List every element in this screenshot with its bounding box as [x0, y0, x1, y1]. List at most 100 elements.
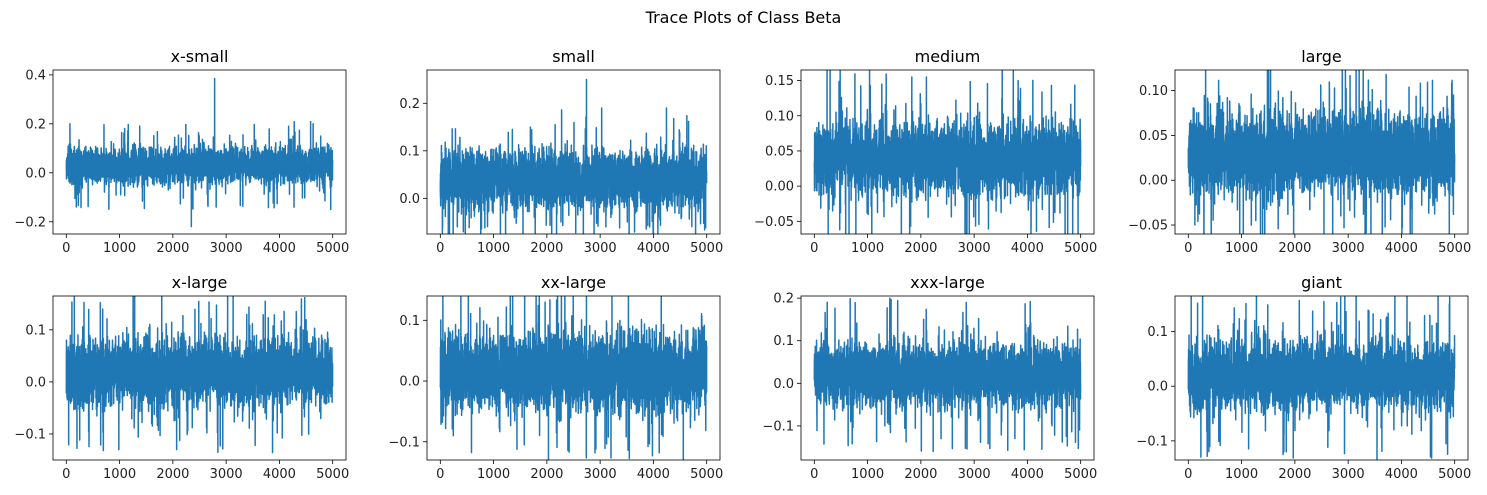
x-tick-label: 4000 — [263, 467, 296, 482]
y-tick-label: 0.10 — [1139, 84, 1168, 99]
subplot-xxx-large: xxx-large 0 1000 2000 3000 4000 5000 −0.1 0.0 0.1… — [762, 273, 1097, 482]
subplot-title: x-small — [171, 47, 229, 66]
x-tick-label: 5000 — [1064, 241, 1097, 256]
subplot-small: small 0 1000 2000 3000 4000 5000 0.0 0.1 0.2 — [399, 47, 723, 256]
x-tick-label: 1000 — [477, 467, 510, 482]
trace-line — [439, 78, 708, 234]
x-tick-label: 5000 — [316, 241, 349, 256]
trace-line — [439, 296, 708, 460]
x-tick-label: 1000 — [851, 467, 884, 482]
y-tick-label: 0.15 — [765, 74, 794, 89]
x-tick-label: 5000 — [690, 241, 723, 256]
subplot-title: xx-large — [541, 273, 606, 292]
x-tick-label: 1000 — [477, 241, 510, 256]
subplot-grid: x-small 0 1000 2000 3000 4000 5000 −0.2 0.0 0.2 0.… — [14, 47, 1471, 482]
trace-line — [813, 297, 1082, 453]
subplot-xx-large: xx-large 0 1000 2000 3000 4000 5000 −0.1 0.0 0.1 — [388, 273, 723, 482]
x-tick-label: 1000 — [1225, 467, 1258, 482]
y-tick-label: 0.1 — [399, 314, 420, 329]
x-tick-label: 4000 — [1385, 241, 1418, 256]
x-tick-label: 1000 — [103, 467, 136, 482]
y-tick-label: −0.2 — [14, 215, 46, 230]
y-tick-label: 0.1 — [1147, 325, 1168, 340]
axes-frame — [52, 69, 347, 235]
y-tick-label: −0.1 — [1136, 434, 1168, 449]
x-tick-label: 2000 — [1278, 467, 1311, 482]
y-tick-label: −0.1 — [14, 427, 46, 442]
x-tick-label: 4000 — [637, 467, 670, 482]
subplot-giant: giant 0 1000 2000 3000 4000 5000 −0.1 0.0 0.1 — [1136, 273, 1471, 482]
y-tick-label: 0.1 — [773, 334, 794, 349]
x-tick-label: 3000 — [958, 467, 991, 482]
y-tick-label: 0.2 — [773, 292, 794, 307]
x-tick-label: 3000 — [1332, 467, 1365, 482]
y-tick-label: 0.2 — [399, 97, 420, 112]
subplot-title: small — [552, 47, 595, 66]
y-tick-label: 0.00 — [1139, 174, 1168, 189]
axes-frame — [52, 295, 347, 461]
subplot-medium: medium 0 1000 2000 3000 4000 5000 −0.05 0.00 0.05… — [754, 47, 1097, 256]
subplot-x-small: x-small 0 1000 2000 3000 4000 5000 −0.2 0.0 0.2 0.… — [14, 47, 349, 256]
trace-line — [65, 77, 334, 228]
x-tick-label: 3000 — [210, 241, 243, 256]
x-tick-label: 3000 — [958, 241, 991, 256]
axes-frame — [800, 69, 1095, 235]
x-tick-label: 0 — [810, 241, 818, 256]
x-tick-label: 0 — [1184, 241, 1192, 256]
x-tick-label: 1000 — [851, 241, 884, 256]
trace-line — [1187, 70, 1456, 234]
x-tick-label: 3000 — [584, 241, 617, 256]
x-tick-label: 0 — [436, 241, 444, 256]
y-tick-label: 0.0 — [399, 192, 420, 207]
y-tick-label: −0.1 — [388, 435, 420, 450]
y-tick-label: 0.00 — [765, 180, 794, 195]
x-tick-label: 2000 — [1278, 241, 1311, 256]
x-tick-label: 5000 — [1438, 467, 1471, 482]
y-tick-label: 0.1 — [399, 144, 420, 159]
x-tick-label: 4000 — [263, 241, 296, 256]
x-tick-label: 2000 — [904, 241, 937, 256]
axes-frame — [800, 295, 1095, 461]
x-tick-label: 1000 — [103, 241, 136, 256]
y-tick-label: 0.4 — [25, 68, 46, 83]
axes-frame — [1174, 295, 1469, 461]
x-tick-label: 5000 — [690, 467, 723, 482]
x-tick-label: 4000 — [637, 241, 670, 256]
subplot-title: xxx-large — [910, 273, 985, 292]
y-tick-label: 0.1 — [25, 323, 46, 338]
y-tick-label: 0.0 — [1147, 380, 1168, 395]
x-tick-label: 0 — [1184, 467, 1192, 482]
figure-title: Trace Plots of Class Beta — [645, 8, 842, 27]
x-tick-label: 5000 — [316, 467, 349, 482]
y-tick-label: 0.05 — [765, 144, 794, 159]
y-tick-label: 0.0 — [25, 166, 46, 181]
x-tick-label: 2000 — [156, 241, 189, 256]
x-tick-label: 2000 — [530, 241, 563, 256]
y-tick-label: 0.10 — [765, 109, 794, 124]
x-tick-label: 0 — [62, 241, 70, 256]
axes-frame — [426, 69, 721, 235]
y-tick-label: 0.0 — [773, 377, 794, 392]
x-tick-label: 3000 — [210, 467, 243, 482]
trace-line — [65, 296, 334, 454]
trace-line — [813, 70, 1082, 234]
x-tick-label: 3000 — [584, 467, 617, 482]
subplot-title: giant — [1301, 273, 1342, 292]
y-tick-label: 0.0 — [399, 375, 420, 390]
trace-line — [1187, 296, 1456, 460]
x-tick-label: 0 — [810, 467, 818, 482]
x-tick-label: 4000 — [1011, 241, 1044, 256]
y-tick-label: −0.05 — [1128, 219, 1168, 234]
x-tick-label: 0 — [62, 467, 70, 482]
y-tick-label: 0.05 — [1139, 129, 1168, 144]
x-tick-label: 4000 — [1011, 467, 1044, 482]
x-tick-label: 5000 — [1064, 467, 1097, 482]
subplot-large: large 0 1000 2000 3000 4000 5000 −0.05 0.00 0.05 0… — [1128, 47, 1471, 256]
y-tick-label: 0.2 — [25, 117, 46, 132]
subplot-x-large: x-large 0 1000 2000 3000 4000 5000 −0.1 0.0 0.1 — [14, 273, 349, 482]
y-tick-label: 0.0 — [25, 375, 46, 390]
subplot-title: x-large — [172, 273, 228, 292]
x-tick-label: 1000 — [1225, 241, 1258, 256]
x-tick-label: 2000 — [530, 467, 563, 482]
